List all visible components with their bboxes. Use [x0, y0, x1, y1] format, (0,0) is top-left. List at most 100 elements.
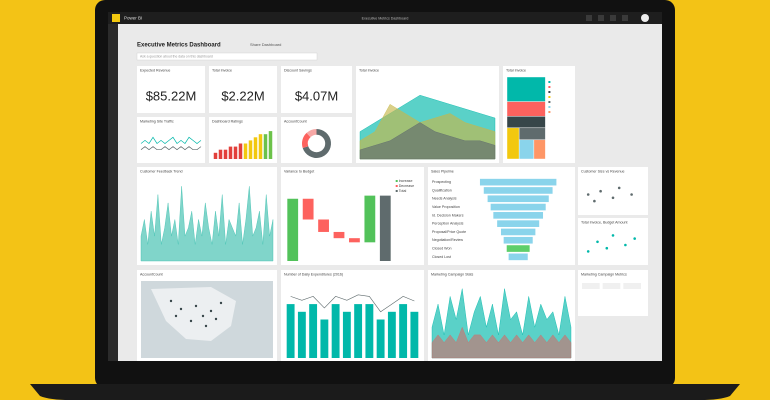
tile-title: Discount Savings [284, 68, 312, 72]
waterfall-bar [333, 231, 345, 239]
funnel-bar [493, 212, 544, 219]
map-dot [174, 314, 178, 318]
legend-label: Total [399, 189, 407, 193]
bar [354, 304, 363, 358]
area [140, 186, 274, 262]
legend-swatch [395, 190, 398, 192]
map-dot [204, 324, 208, 328]
treemap-cell [533, 139, 546, 160]
bar [253, 137, 258, 159]
icon[interactable] [622, 15, 628, 21]
funnel-label: Qualification [432, 188, 452, 192]
funnel-label: Negotiation/Review [432, 238, 463, 242]
funnel-bar [487, 195, 549, 203]
tile [281, 66, 352, 113]
screen: Power BI Executive Metrics Dashboard Exe… [108, 12, 662, 361]
donut-slice [306, 129, 317, 138]
bar [331, 304, 340, 358]
waterfall-bar [364, 195, 376, 243]
legend-label: Decrease [399, 184, 414, 188]
tile [209, 66, 277, 113]
tile [578, 218, 648, 265]
legend-swatch [548, 101, 551, 103]
map-dot [169, 299, 173, 303]
treemap-cell [506, 116, 546, 129]
bar [248, 140, 253, 159]
map-dot [194, 304, 198, 308]
scatter-point [630, 193, 633, 196]
bar [258, 134, 263, 159]
scatter-point [596, 240, 599, 244]
tile-title: Marketing Campaign Metrics [581, 272, 627, 276]
top-bar [108, 12, 662, 24]
bar [342, 311, 351, 358]
area [359, 122, 496, 160]
waterfall-bar [302, 198, 314, 220]
funnel-label: Value Proposition [432, 205, 460, 209]
funnel-label: Proposal/Price Quote [432, 230, 466, 234]
waterfall-bar [318, 219, 329, 232]
funnel-bar [497, 220, 540, 227]
scatter-point [586, 250, 590, 253]
line [140, 136, 202, 145]
app-name: Power BI [124, 16, 142, 21]
bar [233, 146, 238, 159]
tile-title: Customer Size vs Revenue [581, 169, 625, 173]
funnel-bar [500, 228, 536, 236]
tile-title: Expected Revenue [140, 68, 170, 72]
funnel-bar [483, 187, 553, 194]
funnel-bar [506, 245, 530, 252]
funnel-label: Prospecting [432, 180, 451, 184]
scatter-point [605, 246, 609, 250]
funnel-label: Closed Lost [432, 255, 451, 259]
funnel-label: Perception Analysis [432, 222, 464, 226]
funnel-bar [479, 178, 557, 186]
waterfall-total [379, 195, 391, 261]
bar [213, 152, 218, 159]
bar [309, 304, 318, 358]
laptop-base [30, 384, 740, 400]
kpi-value: $4.07M [295, 88, 338, 103]
bar [297, 311, 306, 358]
funnel-label: Id. Decision Makers [432, 213, 464, 217]
bar [228, 146, 233, 159]
funnel-bar [490, 203, 546, 211]
dashboard-title: Executive Metrics Dashboard [137, 43, 221, 49]
tile-title: Total Invoice [212, 68, 232, 72]
legend-swatch [548, 106, 551, 108]
kpi-value: $2.22M [221, 88, 264, 103]
tile-title: Marketing Campaign Stats [431, 272, 474, 276]
tile-title: Total Invoice [506, 68, 526, 72]
share-button[interactable]: Share Dashboard [250, 42, 281, 47]
scatter-point [611, 196, 615, 200]
waterfall-bar [349, 238, 360, 243]
funnel-label: Needs Analysis [432, 197, 457, 201]
line [290, 294, 415, 313]
qa-box[interactable] [136, 52, 318, 61]
map-dot [201, 314, 205, 318]
icon[interactable] [586, 15, 592, 21]
tile [137, 117, 205, 163]
tile-title: Total Invoice [359, 68, 379, 72]
tile-title: AccountCount [284, 119, 307, 123]
tile [578, 167, 648, 215]
area [431, 326, 572, 359]
icon[interactable] [598, 15, 604, 21]
funnel-label: Closed Won [432, 247, 452, 251]
bar [286, 304, 295, 358]
map-dot [219, 301, 223, 305]
kpi-value: $85.22M [146, 88, 197, 103]
treemap-cell [518, 127, 546, 141]
scatter-point [633, 237, 636, 240]
tiles: Expected Revenue $85.22M Total Invoice $2.2… [137, 66, 648, 361]
legend-label: Increase [399, 179, 413, 183]
avatar[interactable] [641, 14, 649, 22]
legend-swatch [548, 111, 551, 113]
qa-placeholder[interactable]: Ask a question about the data on this da… [140, 55, 213, 59]
placeholder [602, 283, 621, 289]
logo[interactable] [112, 14, 120, 22]
icon[interactable] [610, 15, 616, 21]
map-dot [214, 317, 218, 321]
tile-title: AccountCount [140, 272, 163, 276]
